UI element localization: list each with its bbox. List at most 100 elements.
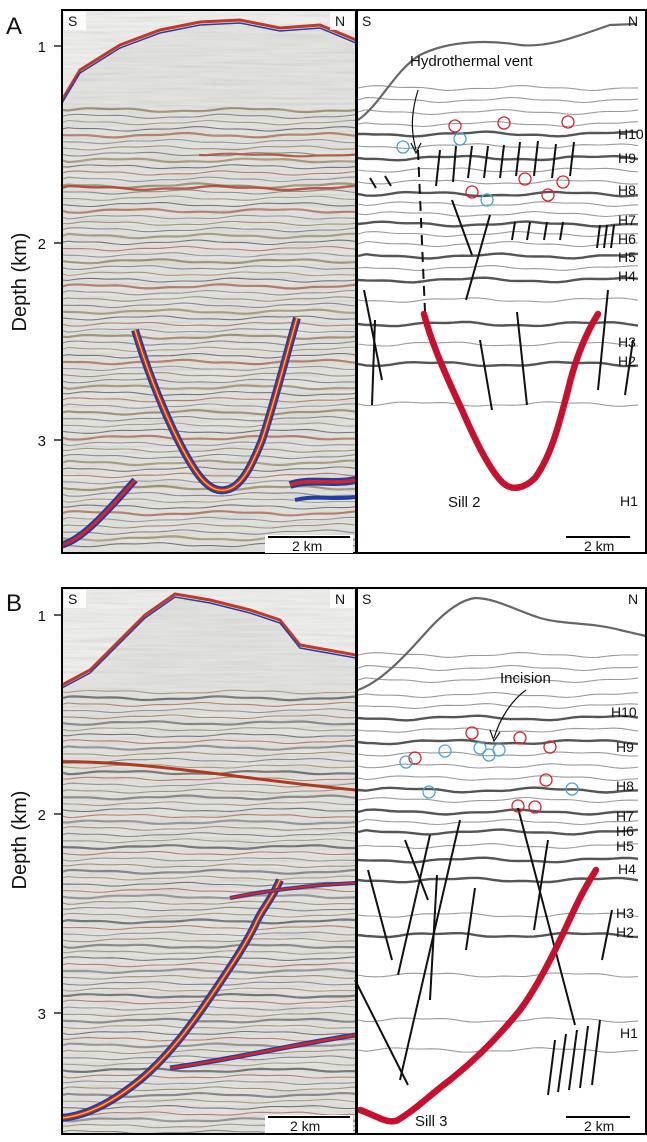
horizon-a-h3: H3 bbox=[618, 334, 636, 350]
hydrothermal-vent-label: Hydrothermal vent bbox=[410, 53, 533, 70]
interpretation-b: Incision Sill 3 H10 bbox=[354, 588, 647, 1134]
reflector-line bbox=[357, 179, 639, 185]
horizon-labels-b: H10 H9 H8 H7 H6 H5 H4 H3 H2 H1 bbox=[611, 704, 638, 1041]
sill-2-label: Sill 2 bbox=[448, 494, 481, 511]
seismic-a-left-label: S bbox=[68, 13, 77, 29]
tick-b-2: 2 bbox=[38, 807, 46, 824]
interp-b-scale-bar: 2 km bbox=[584, 1118, 614, 1134]
reflector-line bbox=[357, 154, 639, 162]
horizon-b-h3: H3 bbox=[616, 905, 634, 921]
horizon-a-h1: H1 bbox=[620, 493, 638, 509]
reflector-line bbox=[357, 297, 639, 303]
interp-b-right-label: N bbox=[628, 591, 638, 607]
reflector-line bbox=[357, 931, 639, 939]
interp-a-scale-bar: 2 km bbox=[584, 538, 614, 554]
tick-a-2: 2 bbox=[38, 236, 46, 253]
panel-letter-a: A bbox=[6, 13, 22, 40]
reflector-line bbox=[358, 130, 639, 138]
seismic-b-left-label: S bbox=[68, 591, 77, 607]
seafloor-line-a bbox=[357, 22, 637, 121]
reflector-line bbox=[357, 676, 639, 684]
horizon-b-h10: H10 bbox=[611, 704, 637, 720]
seismic-section-b bbox=[62, 588, 356, 1134]
reflector-line bbox=[357, 276, 639, 284]
tick-b-1: 1 bbox=[38, 608, 46, 625]
reflector-line bbox=[357, 775, 639, 781]
horizon-a-h10: H10 bbox=[618, 126, 644, 142]
reflector-line bbox=[357, 796, 639, 804]
reflector-line bbox=[357, 360, 639, 368]
horizon-b-h8: H8 bbox=[616, 778, 634, 794]
seismic-section-a bbox=[62, 10, 356, 553]
seismic-b-right-label: N bbox=[335, 591, 345, 607]
seafloor-line-b bbox=[357, 596, 647, 692]
horizon-b-h9: H9 bbox=[616, 739, 634, 755]
reflector-line bbox=[357, 401, 639, 407]
interp-frame-b bbox=[356, 587, 647, 1135]
reflector-line bbox=[357, 252, 639, 260]
horizon-a-h5: H5 bbox=[618, 249, 636, 265]
interp-frame-a bbox=[356, 9, 647, 554]
incision-arrow bbox=[493, 689, 527, 739]
horizon-a-h7: H7 bbox=[618, 212, 636, 228]
reflector-line bbox=[357, 85, 639, 92]
seismic-b-scale-bar: 2 km bbox=[290, 1118, 320, 1134]
reflector-line bbox=[357, 691, 639, 699]
interp-a-right-label: N bbox=[628, 13, 638, 29]
seismic-sill-3 bbox=[62, 878, 284, 1122]
reflector-line bbox=[357, 818, 639, 826]
horizon-b-h5: H5 bbox=[616, 838, 634, 854]
sill-3-outline bbox=[356, 866, 600, 1125]
interpretation-a: Hydrothermal vent Sill 2 H10 H9 bbox=[357, 10, 647, 554]
horizon-b-h6: H6 bbox=[616, 823, 634, 839]
y-ticks-b: 1 2 3 bbox=[38, 608, 62, 1023]
reflector-line bbox=[357, 912, 639, 918]
reflector-line bbox=[357, 727, 639, 733]
sill-3-label: Sill 3 bbox=[415, 1113, 448, 1130]
horizon-b-h2: H2 bbox=[616, 924, 634, 940]
horizon-a-h9: H9 bbox=[618, 150, 636, 166]
reflector-line bbox=[357, 167, 639, 173]
reflector-line bbox=[357, 190, 639, 198]
seismic-a-scale-bar: 2 km bbox=[292, 538, 322, 554]
faults-a bbox=[363, 140, 634, 411]
horizon-b-h4: H4 bbox=[618, 861, 636, 877]
reflector-line bbox=[357, 108, 639, 116]
reflector-line bbox=[357, 96, 639, 104]
vent-markers-b bbox=[399, 726, 579, 814]
reflector-line bbox=[357, 856, 639, 864]
reflector-line bbox=[357, 220, 639, 228]
reflector-line bbox=[358, 703, 639, 709]
reflector-line bbox=[357, 972, 639, 978]
horizon-b-h1: H1 bbox=[620, 1025, 638, 1041]
panel-a: A Depth (km) 1 2 3 bbox=[6, 9, 647, 554]
reflector-line bbox=[357, 230, 639, 238]
reflector-line bbox=[357, 1047, 639, 1053]
reflector-line bbox=[357, 786, 639, 794]
sill-2-outline bbox=[420, 310, 602, 492]
reflector-line bbox=[357, 211, 639, 218]
horizon-a-h8: H8 bbox=[618, 182, 636, 198]
y-axis-title-b: Depth (km) bbox=[9, 791, 31, 890]
reflector-line bbox=[357, 808, 639, 816]
reflector-line bbox=[357, 341, 639, 347]
horizon-b-h7: H7 bbox=[616, 808, 634, 824]
seismic-sill-2 bbox=[131, 316, 301, 495]
reflector-line bbox=[357, 714, 639, 722]
reflector-line bbox=[357, 143, 639, 149]
interp-b-left-label: S bbox=[362, 591, 371, 607]
interp-a-left-label: S bbox=[362, 13, 371, 29]
horizon-a-h6: H6 bbox=[618, 231, 636, 247]
reflector-line bbox=[357, 664, 639, 672]
tick-a-1: 1 bbox=[38, 39, 46, 56]
reflector-line bbox=[357, 763, 639, 769]
tick-b-3: 3 bbox=[38, 1006, 46, 1023]
y-ticks-a: 1 2 3 bbox=[38, 39, 62, 450]
panel-letter-b: B bbox=[6, 590, 22, 617]
interpreted-horizons-b bbox=[357, 652, 639, 1053]
reflector-line bbox=[357, 828, 639, 836]
vent-arrow-a bbox=[411, 89, 419, 151]
reflector-line bbox=[357, 1017, 639, 1023]
reflector-line bbox=[357, 240, 639, 248]
